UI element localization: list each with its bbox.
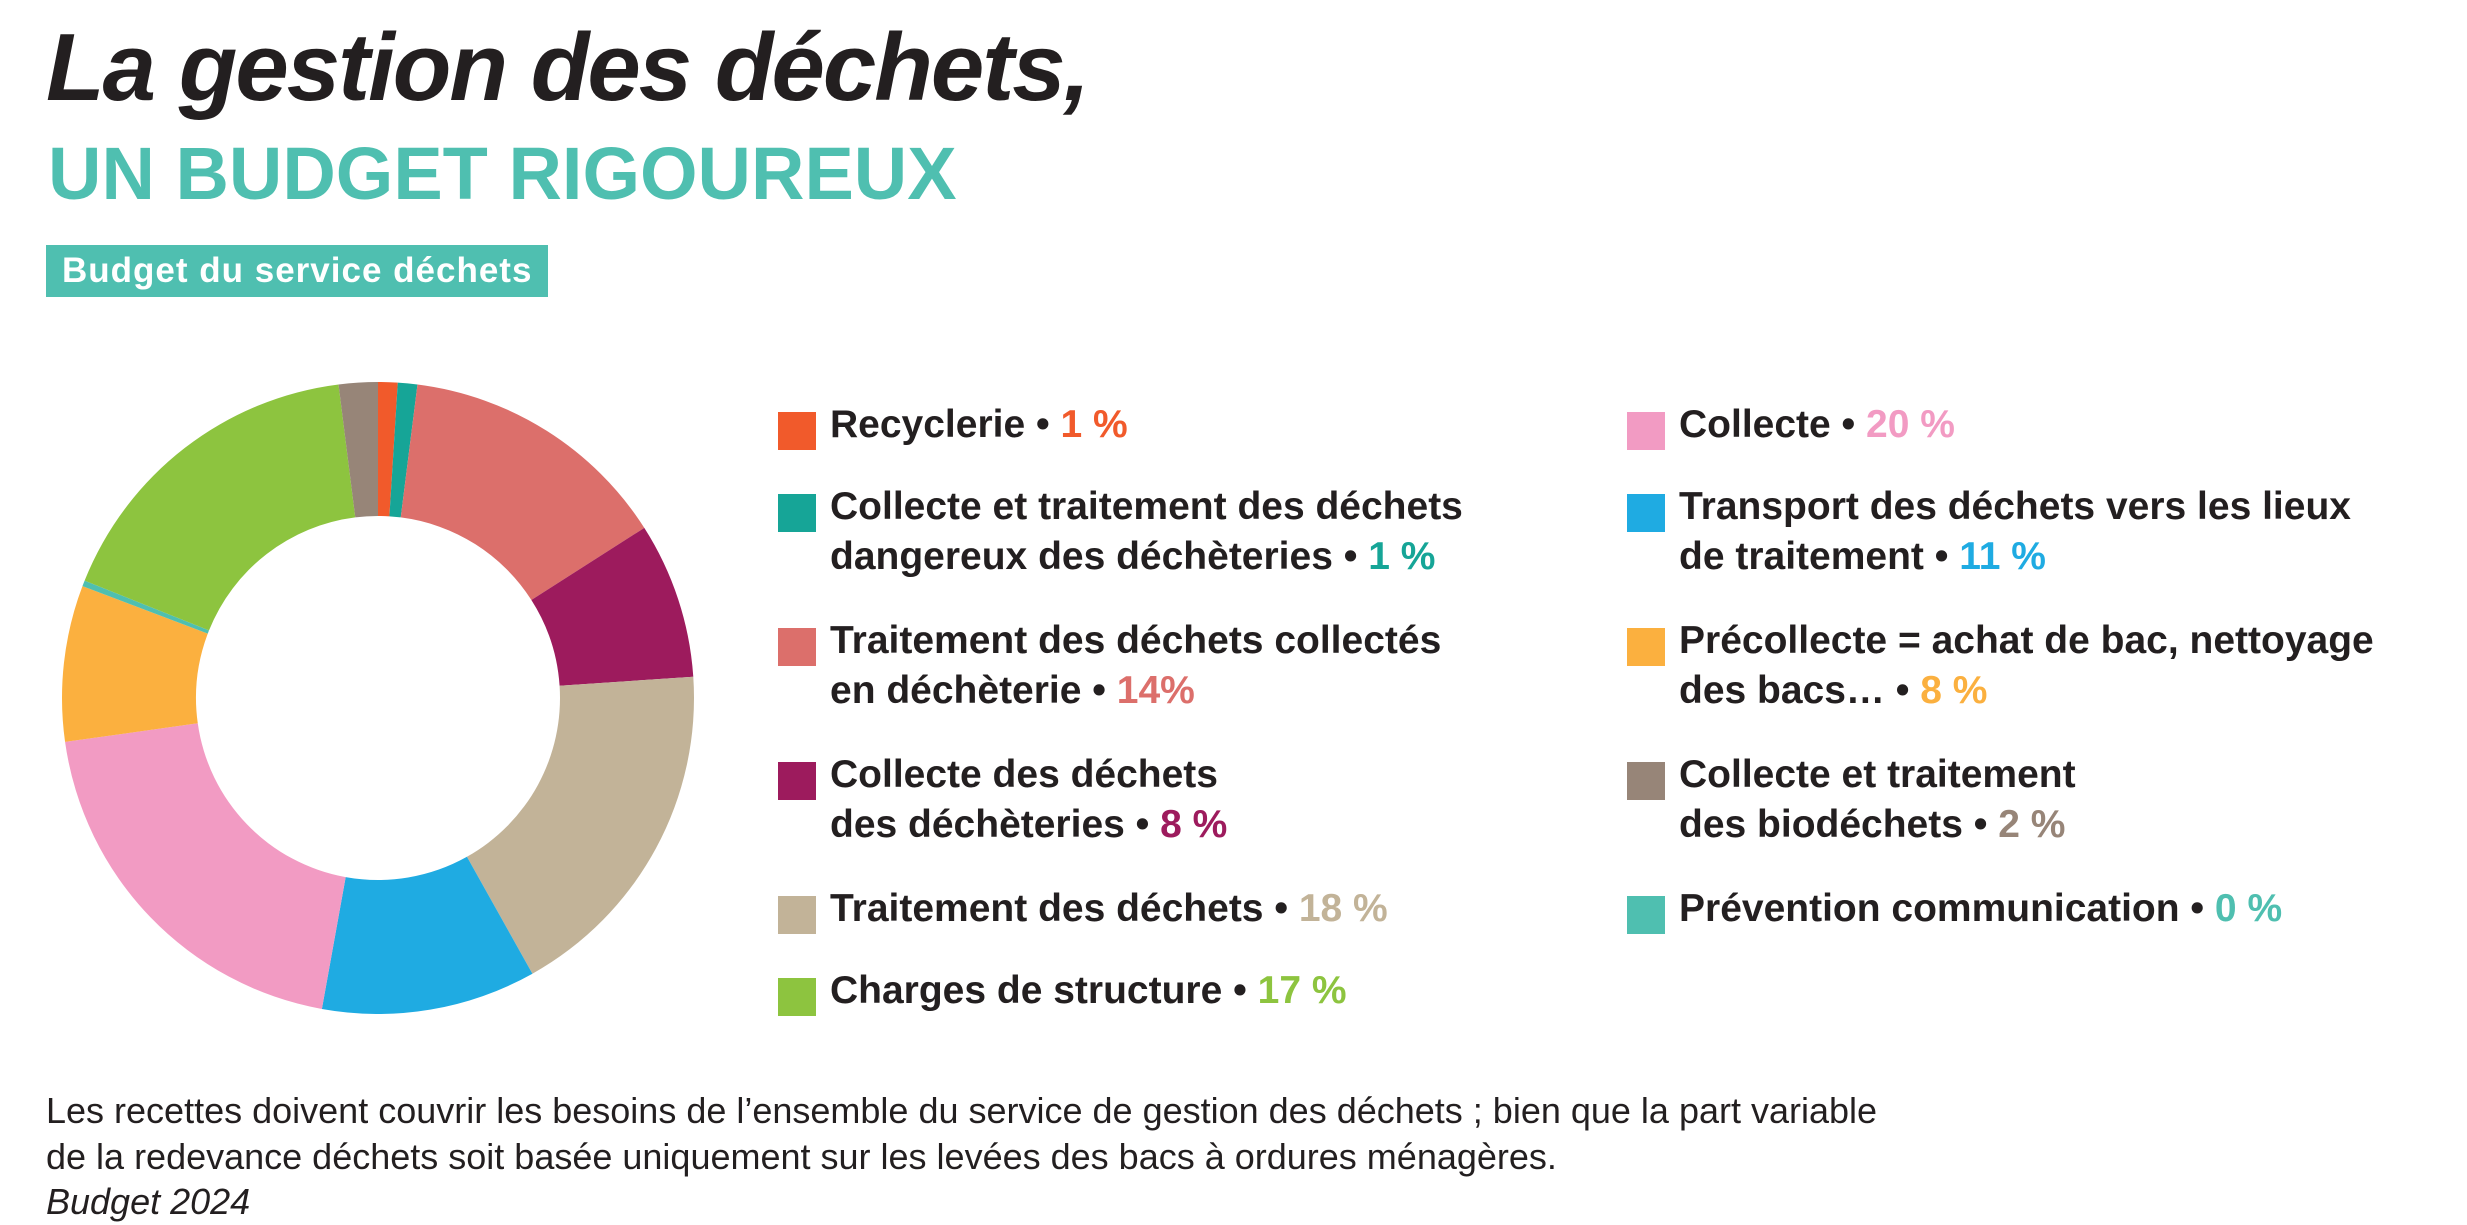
footnote: Les recettes doivent couvrir les besoins… bbox=[46, 1088, 1877, 1180]
legend-label-line: dangereux des déchèteries • 1 % bbox=[830, 535, 1436, 578]
section-badge: Budget du service déchets bbox=[46, 245, 549, 297]
legend-bullet: • bbox=[1830, 403, 1867, 446]
source-note: Budget 2024 bbox=[46, 1181, 251, 1222]
donut-slice-2 bbox=[400, 384, 645, 601]
legend-swatch bbox=[1627, 896, 1665, 934]
legend-swatch bbox=[778, 978, 816, 1016]
legend-percent: 18 % bbox=[1298, 887, 1388, 930]
donut-slice-4 bbox=[466, 676, 694, 974]
legend-swatch bbox=[778, 628, 816, 666]
legend-bullet: • bbox=[1124, 803, 1161, 846]
legend-label-line: des biodéchets • 2 % bbox=[1679, 803, 2066, 846]
page-title: La gestion des déchets, bbox=[46, 14, 1090, 121]
legend-label: Charges de structure • 17 % bbox=[830, 966, 1610, 1016]
donut-slice-6 bbox=[65, 723, 346, 1009]
legend-label: Collecte et traitement des biodéchets • 2… bbox=[1679, 750, 2459, 850]
legend-bullet: • bbox=[1025, 403, 1061, 446]
legend-bullet: • bbox=[1962, 803, 1999, 846]
legend-percent: 1 % bbox=[1060, 403, 1128, 446]
legend-swatch bbox=[778, 412, 816, 450]
legend-label: Collecte des déchets des déchèteries • 8 … bbox=[830, 750, 1610, 850]
legend-label: Recyclerie • 1 % bbox=[830, 400, 1610, 450]
legend-percent: 2 % bbox=[1998, 803, 2066, 846]
legend-bullet: • bbox=[1222, 969, 1258, 1012]
legend-swatch bbox=[778, 896, 816, 934]
legend-label: Transport des déchets vers les lieux de t… bbox=[1679, 482, 2459, 582]
legend-percent: 1 % bbox=[1368, 535, 1436, 578]
legend-label-line: Recyclerie • 1 % bbox=[830, 403, 1128, 446]
legend-label: Traitement des déchets collectés en déchè… bbox=[830, 616, 1610, 716]
legend-label-line: Traitement des déchets collectés bbox=[830, 619, 1442, 662]
donut-slice-5 bbox=[321, 856, 533, 1014]
legend-swatch bbox=[1627, 762, 1665, 800]
legend-percent: 17 % bbox=[1257, 969, 1347, 1012]
legend-label: Collecte et traitement des déchets danger… bbox=[830, 482, 1610, 582]
legend-label: Traitement des déchets • 18 % bbox=[830, 884, 1610, 934]
legend-bullet: • bbox=[1263, 887, 1299, 930]
donut-slice-7 bbox=[62, 586, 208, 742]
legend-bullet: • bbox=[1923, 535, 1960, 578]
legend-label-line: Collecte et traitement bbox=[1679, 753, 2076, 796]
legend-percent: 0 % bbox=[2214, 887, 2283, 930]
legend-label: Collecte • 20 % bbox=[1679, 400, 2459, 450]
legend-label-line: Transport des déchets vers les lieux bbox=[1679, 485, 2351, 528]
legend-swatch bbox=[1627, 494, 1665, 532]
legend-bullet: • bbox=[2179, 887, 2215, 930]
legend-label-line: des bacs… • 8 % bbox=[1679, 669, 1988, 712]
legend-label-line: de traitement • 11 % bbox=[1679, 535, 2046, 578]
legend-label: Précollecte = achat de bac, nettoyage des… bbox=[1679, 616, 2459, 716]
legend-label-line: Collecte et traitement des déchets bbox=[830, 485, 1463, 528]
legend-label-line: des déchèteries • 8 % bbox=[830, 803, 1228, 846]
legend-swatch bbox=[778, 494, 816, 532]
donut-slice-1 bbox=[389, 382, 418, 518]
footnote-line-2: de la redevance déchets soit basée uniqu… bbox=[46, 1136, 1557, 1177]
legend-swatch bbox=[778, 762, 816, 800]
page-subtitle: UN BUDGET RIGOUREUX bbox=[48, 132, 957, 215]
donut-slice-0 bbox=[378, 382, 398, 517]
footnote-line-1: Les recettes doivent couvrir les besoins… bbox=[46, 1090, 1878, 1131]
legend-percent: 11 % bbox=[1959, 535, 2046, 578]
legend-label-line: Collecte • 20 % bbox=[1679, 403, 1955, 446]
legend-percent: 8 % bbox=[1920, 669, 1988, 712]
legend-percent: 8 % bbox=[1160, 803, 1228, 846]
legend-swatch bbox=[1627, 628, 1665, 666]
legend-label: Prévention communication • 0 % bbox=[1679, 884, 2459, 934]
legend-label-line: Charges de structure • 17 % bbox=[830, 969, 1347, 1012]
legend-swatch bbox=[1627, 412, 1665, 450]
donut-chart bbox=[62, 382, 694, 1014]
legend-percent: 14% bbox=[1116, 669, 1195, 712]
legend-label-line: en déchèterie • 14% bbox=[830, 669, 1195, 712]
legend-bullet: • bbox=[1081, 669, 1117, 712]
donut-slice-10 bbox=[338, 382, 378, 518]
donut-slice-3 bbox=[531, 527, 694, 686]
donut-slice-8 bbox=[82, 580, 210, 634]
legend-label-line: Précollecte = achat de bac, nettoyage bbox=[1679, 619, 2374, 662]
legend-label-line: Traitement des déchets • 18 % bbox=[830, 887, 1388, 930]
legend-bullet: • bbox=[1884, 669, 1921, 712]
legend-label-line: Prévention communication • 0 % bbox=[1679, 887, 2283, 930]
legend-label-line: Collecte des déchets bbox=[830, 753, 1218, 796]
donut-slice-9 bbox=[84, 384, 356, 631]
legend-bullet: • bbox=[1332, 535, 1369, 578]
legend-percent: 20 % bbox=[1866, 403, 1955, 446]
